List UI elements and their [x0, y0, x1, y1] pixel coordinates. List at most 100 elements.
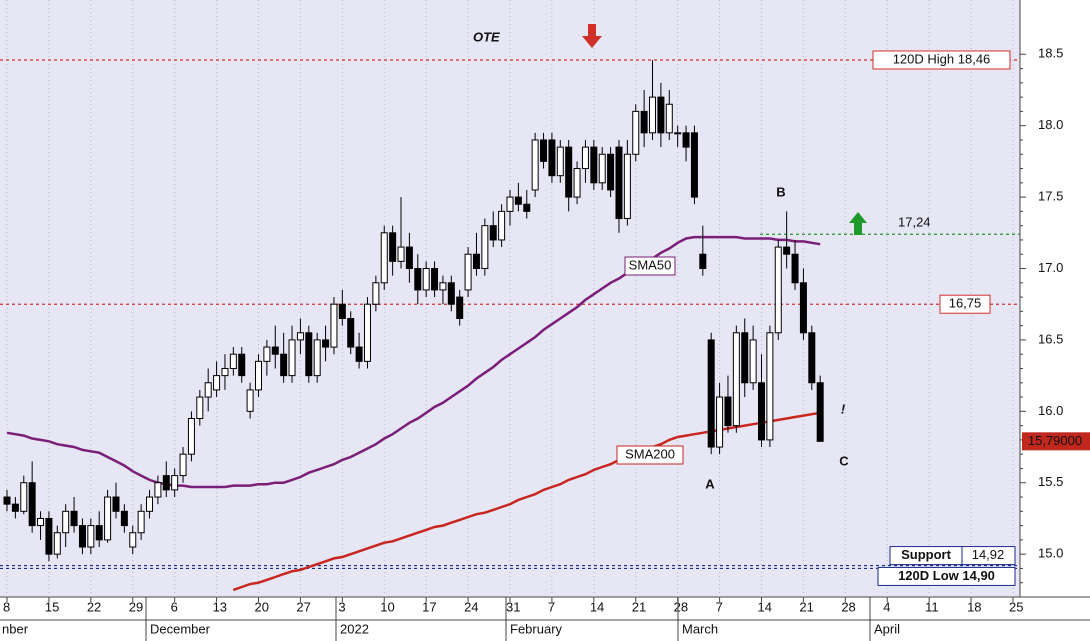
x-tick-label: 15	[45, 599, 59, 614]
candle-body	[472, 253, 480, 270]
candle-body	[531, 139, 539, 191]
x-tick-label: 27	[296, 599, 310, 614]
candle-body	[607, 153, 615, 191]
candle-body	[540, 139, 548, 162]
candle-body	[548, 139, 556, 177]
series-label-box	[616, 445, 684, 465]
candle-body	[447, 282, 455, 305]
candle-body	[288, 339, 296, 377]
candle-body	[716, 396, 724, 448]
candle-body	[598, 153, 606, 184]
level-value-box	[961, 546, 1016, 566]
candle-body	[665, 103, 673, 134]
x-tick-label: 28	[841, 599, 855, 614]
candle-body	[322, 339, 330, 348]
candle-body	[238, 353, 246, 377]
candle-body	[45, 517, 53, 555]
series-label: SMA200	[625, 446, 675, 461]
candle-body	[179, 453, 187, 477]
candle-body	[389, 232, 397, 262]
candle-body	[330, 303, 338, 348]
level-value-label: 14,92	[972, 547, 1005, 562]
candle-body	[372, 282, 380, 305]
candle-body	[732, 332, 740, 427]
y-tick-label: 17.5	[1038, 189, 1063, 204]
candle-body	[514, 196, 522, 205]
x-tick-label: 22	[87, 599, 101, 614]
x-tick-label: 31	[506, 599, 520, 614]
candle-body	[422, 268, 430, 291]
candle-body	[590, 146, 598, 184]
candle-body	[816, 382, 824, 442]
candle-body	[229, 353, 237, 369]
candle-body	[414, 268, 422, 291]
candle-body	[464, 253, 472, 291]
candle-body	[758, 382, 765, 441]
candle-body	[338, 303, 346, 319]
candle-body	[53, 532, 61, 555]
x-tick-label: 17	[422, 599, 436, 614]
x-tick-label: 25	[1009, 599, 1023, 614]
candle-body	[280, 353, 288, 377]
candle-body	[707, 339, 715, 448]
x-tick-label: 29	[129, 599, 143, 614]
candle-body	[573, 168, 581, 198]
x-tick-label: 11	[925, 599, 939, 614]
x-tick-label: 21	[799, 599, 813, 614]
annotation: A	[705, 476, 715, 491]
x-tick-label: 20	[255, 599, 269, 614]
candle-body	[296, 332, 304, 341]
x-tick-label: 3	[338, 599, 345, 614]
x-tick-label: 8	[3, 599, 10, 614]
candle-body	[78, 525, 86, 548]
candle-body	[363, 303, 371, 362]
candle-body	[799, 282, 807, 334]
candle-body	[774, 246, 782, 334]
candle-body	[355, 346, 363, 362]
x-tick-label: 13	[213, 599, 227, 614]
candle-body	[380, 232, 388, 284]
x-tick-label: 18	[967, 599, 981, 614]
month-label: February	[510, 621, 563, 636]
y-tick-label: 18.5	[1038, 46, 1063, 61]
level-label: 120D High 18,46	[893, 51, 991, 66]
candle-body	[129, 532, 137, 548]
candle-body	[657, 96, 665, 134]
candle-body	[37, 517, 45, 527]
candle-body	[649, 96, 657, 134]
candle-body	[565, 146, 573, 198]
candle-body	[640, 110, 648, 134]
series-label: SMA50	[629, 257, 672, 272]
candle-body	[20, 482, 28, 512]
candle-body	[615, 146, 623, 220]
annotation: B	[776, 184, 785, 199]
candle-body	[674, 132, 682, 135]
candle-body	[506, 196, 514, 212]
candle-body	[439, 282, 447, 291]
candle-body	[347, 317, 355, 348]
x-tick-label: 6	[171, 599, 178, 614]
x-tick-label: 7	[548, 599, 555, 614]
y-tick-label: 16.5	[1038, 331, 1063, 346]
level-label-box	[872, 50, 1011, 70]
candle-body	[489, 225, 497, 241]
candle-body	[305, 332, 313, 377]
candle-body	[171, 475, 179, 491]
level-label: 16,75	[949, 296, 982, 311]
candle-body	[523, 203, 531, 212]
level-label: 17,24	[898, 215, 931, 230]
y-tick-label: 17.0	[1038, 260, 1063, 275]
candle-body	[146, 496, 154, 512]
level-label: 120D Low 14,90	[898, 568, 995, 583]
x-tick-label: 21	[632, 599, 646, 614]
candle-body	[221, 367, 229, 377]
candle-body	[405, 246, 413, 270]
x-tick-label: 14	[758, 599, 772, 614]
candle-body	[632, 110, 640, 155]
candle-body	[456, 296, 464, 319]
candle-body	[682, 132, 690, 148]
month-label: nber	[2, 621, 29, 636]
candle-body	[271, 346, 279, 355]
level-label: Support	[901, 547, 951, 562]
